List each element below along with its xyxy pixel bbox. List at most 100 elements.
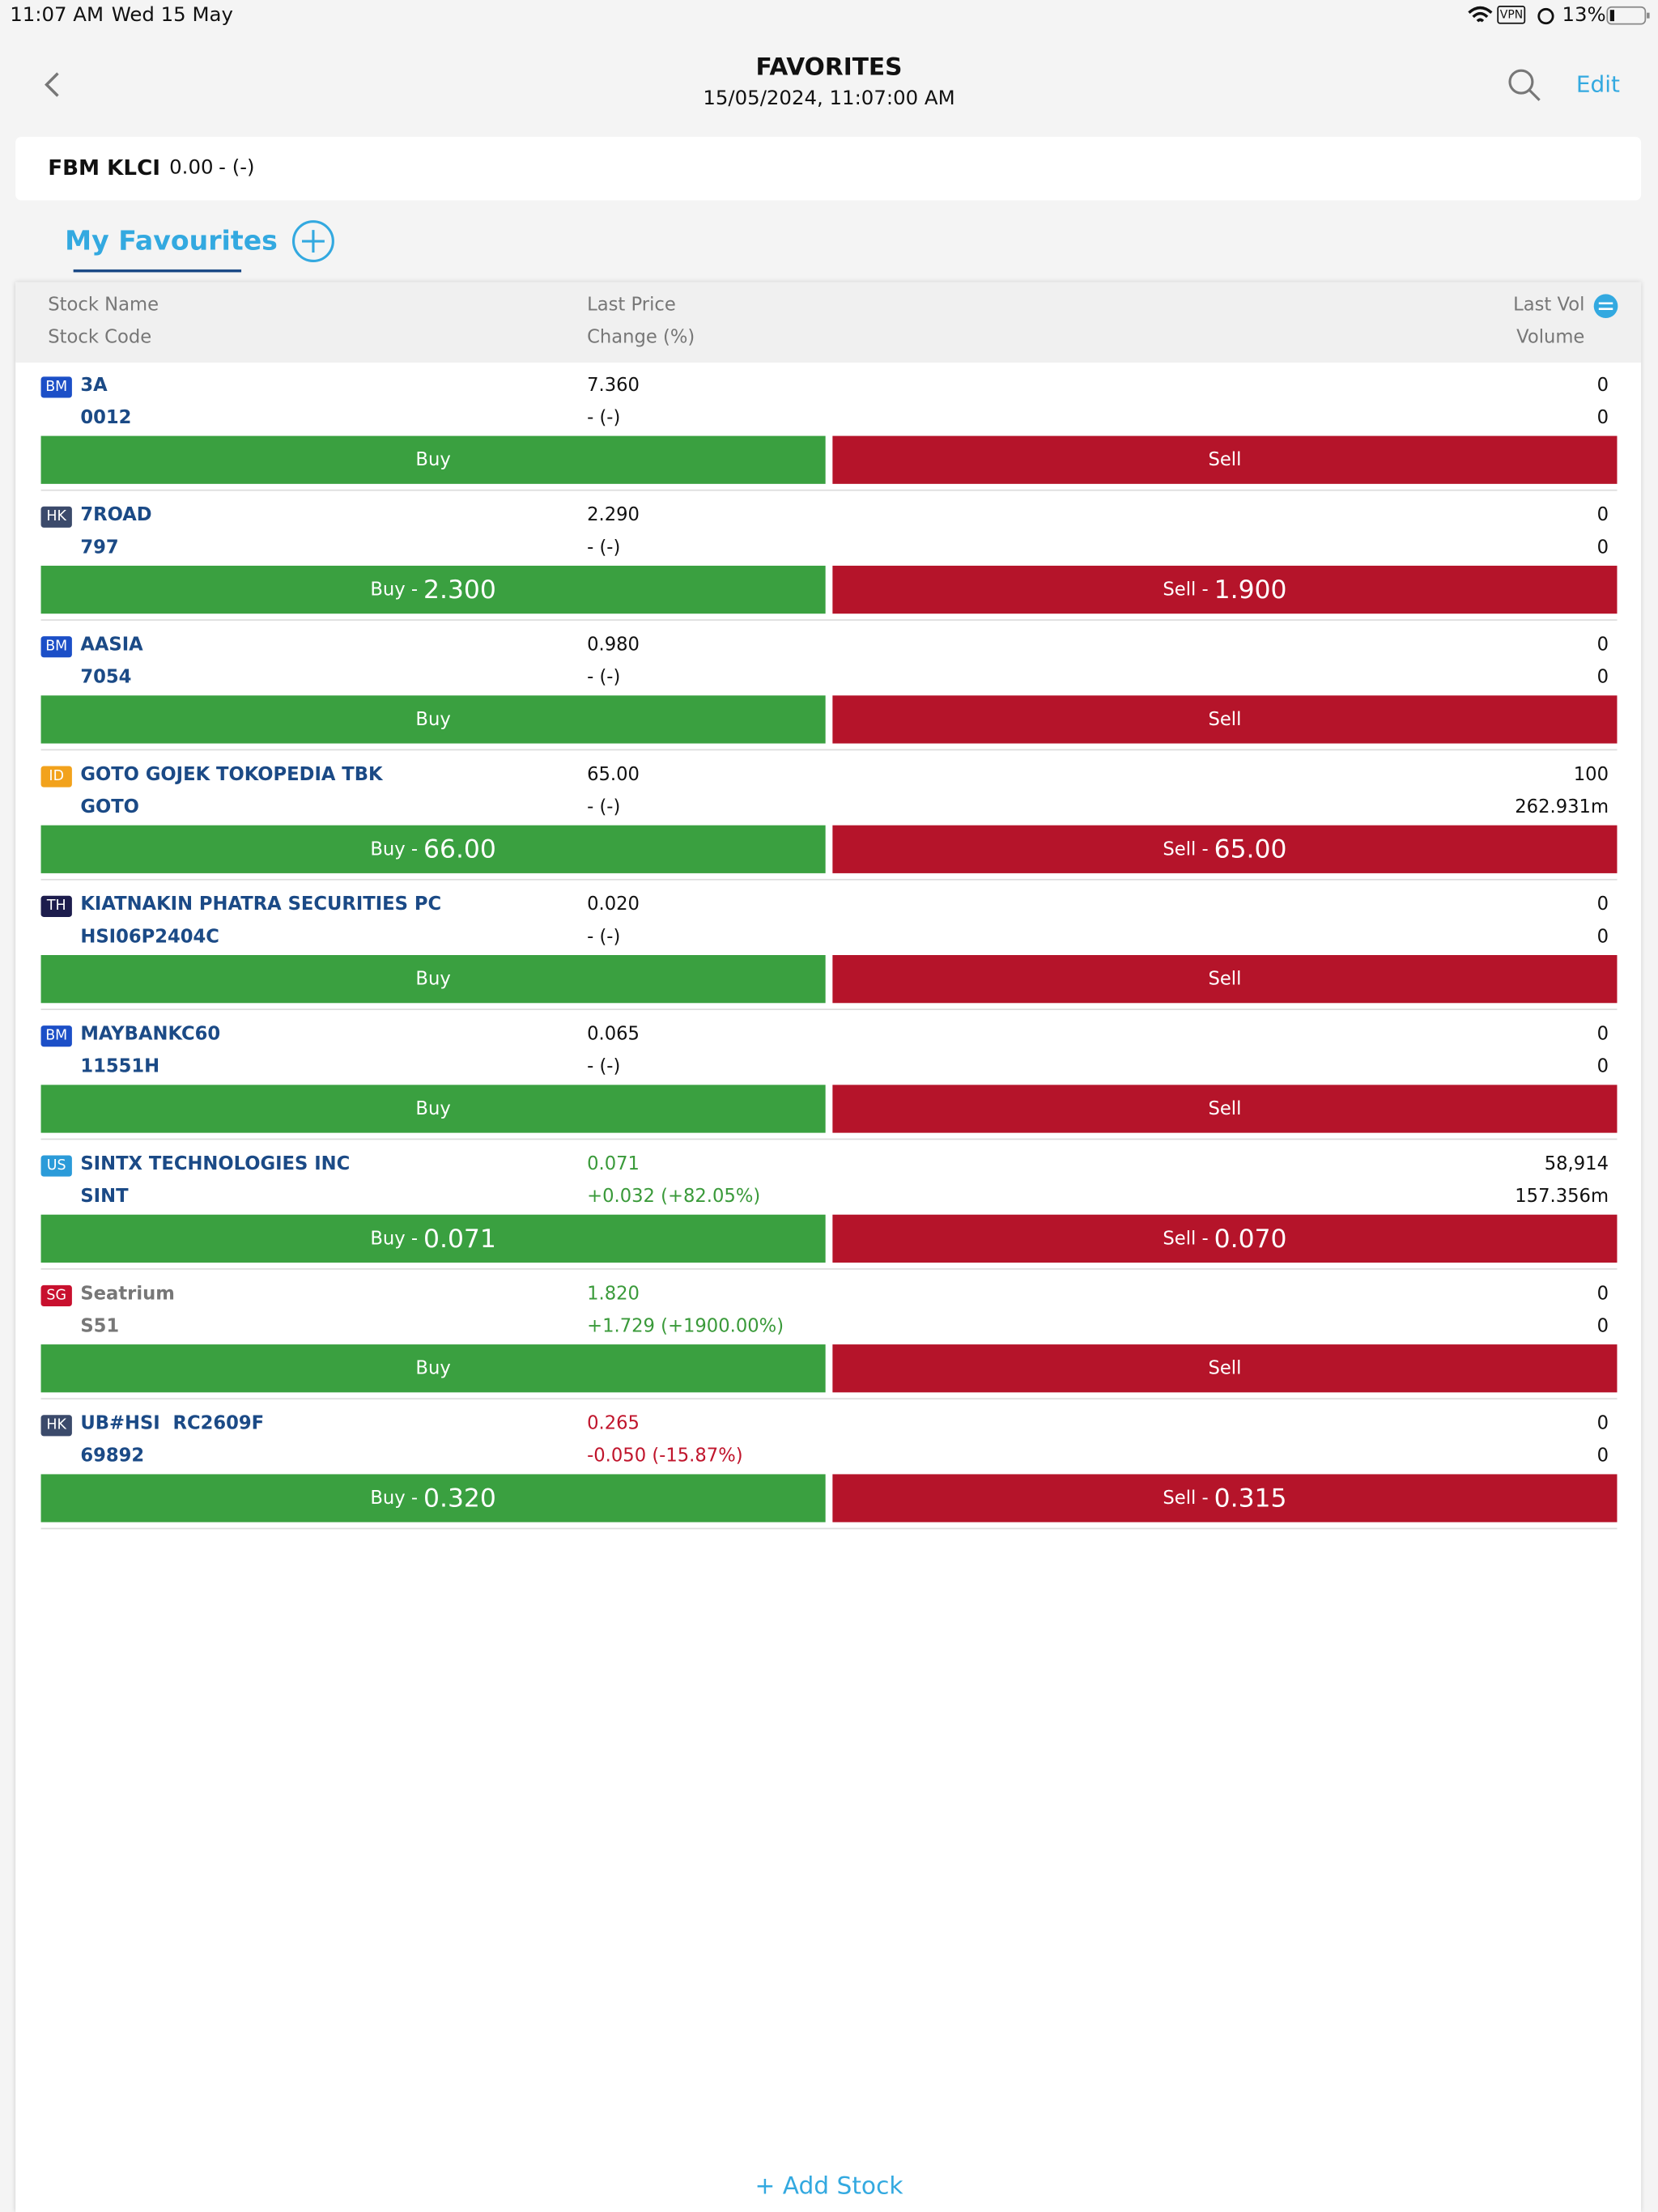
change: - (-) bbox=[587, 796, 621, 818]
change: - (-) bbox=[587, 407, 621, 429]
buy-label: Buy bbox=[415, 968, 451, 990]
stock-row[interactable]: HK UB#HSI RC2609F 69892 0.265 -0.050 (-15.87… bbox=[0, 1401, 1658, 1531]
stock-name: MAYBANKC60 bbox=[80, 1024, 221, 1046]
stock-code: 797 bbox=[80, 537, 119, 559]
col-code: Stock Code bbox=[48, 327, 152, 349]
index-name: FBM KLCI bbox=[48, 155, 161, 181]
stock-row[interactable]: TH KIATNAKIN PHATRA SECURITIES PC HSI06P24… bbox=[0, 881, 1658, 1011]
stock-name: UB#HSI RC2609F bbox=[80, 1413, 265, 1435]
last-vol: 0 bbox=[1596, 635, 1609, 656]
sort-toggle[interactable] bbox=[1593, 294, 1618, 319]
volume: 0 bbox=[1596, 927, 1609, 949]
sell-button[interactable]: Sell -1.900 bbox=[832, 565, 1618, 614]
exchange-badge: SG bbox=[40, 1284, 72, 1307]
buy-button[interactable]: Buy bbox=[40, 1085, 826, 1133]
stock-row[interactable]: HK 7ROAD 797 2.290- (-) 0 0 Buy -2.300 Sell -1.… bbox=[0, 492, 1658, 622]
last-price: 0.020 bbox=[587, 894, 640, 916]
last-vol: 58,914 bbox=[1544, 1153, 1609, 1175]
buy-price: 66.00 bbox=[423, 834, 496, 864]
index-value: 0.00 bbox=[169, 156, 214, 180]
sell-price: 65.00 bbox=[1214, 834, 1287, 864]
sell-label: Sell bbox=[1208, 1357, 1242, 1379]
row-separator bbox=[40, 878, 1618, 881]
last-price: 1.820 bbox=[587, 1284, 640, 1306]
sell-label: Sell bbox=[1208, 708, 1242, 731]
header-subtitle: 15/05/2024, 11:07:00 AM bbox=[703, 87, 955, 110]
stock-row[interactable]: ID GOTO GOJEK TOKOPEDIA TBK GOTO 65.00 - (-)… bbox=[0, 752, 1658, 881]
stock-row[interactable]: BM AASIA 7054 0.980 - (-) 0 0 Buy Sell bbox=[0, 622, 1658, 752]
sell-label: Sell - bbox=[1163, 579, 1209, 601]
change: -0.050 (-15.87%) bbox=[587, 1446, 743, 1467]
time: 11:07 AM bbox=[10, 4, 104, 28]
stock-name: AASIA bbox=[80, 635, 143, 656]
sell-button[interactable]: Sell bbox=[832, 695, 1618, 744]
sell-button[interactable]: Sell -0.070 bbox=[832, 1214, 1618, 1263]
add-tab-button[interactable] bbox=[291, 220, 334, 263]
last-price: 0.265 bbox=[587, 1413, 640, 1435]
buy-button[interactable]: Buy -0.320 bbox=[40, 1474, 826, 1522]
sell-button[interactable]: Sell bbox=[832, 1085, 1618, 1133]
tab[interactable]: My Favourites bbox=[65, 225, 278, 257]
buy-label: Buy bbox=[415, 708, 451, 731]
sell-button[interactable]: Sell bbox=[832, 435, 1618, 484]
last-price: 7.360 bbox=[587, 375, 640, 397]
buy-label: Buy bbox=[415, 449, 451, 471]
exchange-badge: HK bbox=[40, 1415, 72, 1437]
last-vol: 0 bbox=[1596, 894, 1609, 916]
buy-button[interactable]: Buy bbox=[40, 695, 826, 744]
sell-price: 1.900 bbox=[1214, 575, 1287, 605]
sell-button[interactable]: Sell -0.315 bbox=[832, 1474, 1618, 1522]
stock-code: GOTO bbox=[80, 796, 139, 818]
last-price: 0.065 bbox=[587, 1024, 640, 1046]
buy-button[interactable]: Buy bbox=[40, 435, 826, 484]
stock-row[interactable]: SG Seatrium S51 1.820 +1.729 (+1900.00%) 0 0 Bu… bbox=[0, 1271, 1658, 1400]
buy-label: Buy - bbox=[370, 839, 419, 860]
back-button[interactable] bbox=[42, 70, 62, 99]
stock-name: 7ROAD bbox=[80, 504, 152, 527]
buy-label: Buy - bbox=[370, 1487, 419, 1509]
buy-label: Buy - bbox=[370, 1228, 419, 1250]
buy-label: Buy - bbox=[370, 579, 419, 601]
buy-button[interactable]: Buy bbox=[40, 955, 826, 1004]
buy-button[interactable]: Buy -66.00 bbox=[40, 825, 826, 873]
sell-button[interactable]: Sell -65.00 bbox=[832, 825, 1618, 873]
last-price: 2.290 bbox=[587, 504, 640, 527]
add-stock-button[interactable]: + Add Stock bbox=[755, 2172, 903, 2201]
stock-row[interactable]: BM 3A 0012 7.360 - (-) 0 0 Buy Sell bbox=[0, 363, 1658, 492]
change: - (-) bbox=[587, 927, 621, 949]
stock-name: Seatrium bbox=[80, 1284, 175, 1306]
change: - (-) bbox=[587, 1056, 621, 1078]
stock-row[interactable]: BM MAYBANKC60 11551H 0.065 - (-) 0 0 Buy Sell bbox=[0, 1012, 1658, 1141]
index-change: - (-) bbox=[219, 156, 255, 180]
stock-row[interactable]: US SINTX TECHNOLOGIES INC SINT 0.071 +0.032 … bbox=[0, 1141, 1658, 1271]
last-vol: 0 bbox=[1596, 375, 1609, 397]
search-button[interactable] bbox=[1507, 68, 1544, 104]
last-price: 0.980 bbox=[587, 635, 640, 656]
last-vol: 0 bbox=[1596, 1413, 1609, 1435]
last-price: 65.00 bbox=[587, 764, 640, 786]
battery-icon bbox=[1606, 6, 1650, 25]
last-vol: 0 bbox=[1596, 504, 1609, 527]
buy-button[interactable]: Buy -2.300 bbox=[40, 565, 826, 614]
last-vol: 0 bbox=[1596, 1024, 1609, 1046]
row-separator bbox=[40, 1008, 1618, 1010]
stock-code: 7054 bbox=[80, 667, 132, 689]
col-last-vol: Last Vol bbox=[1513, 295, 1585, 316]
sell-button[interactable]: Sell bbox=[832, 1344, 1618, 1393]
table-header bbox=[15, 282, 1642, 363]
stock-code: SINT bbox=[80, 1186, 129, 1208]
buy-button[interactable]: Buy -0.071 bbox=[40, 1214, 826, 1263]
volume: 0 bbox=[1596, 667, 1609, 689]
edit-button[interactable]: Edit bbox=[1575, 70, 1620, 98]
date: Wed 15 May bbox=[111, 4, 233, 28]
sell-button[interactable]: Sell bbox=[832, 955, 1618, 1004]
vpn-badge: VPN bbox=[1497, 5, 1526, 24]
buy-button[interactable]: Buy bbox=[40, 1344, 826, 1393]
exchange-badge: US bbox=[40, 1155, 72, 1177]
row-separator bbox=[40, 1267, 1618, 1270]
change: - (-) bbox=[587, 667, 621, 689]
sell-price: 0.315 bbox=[1214, 1483, 1287, 1514]
stock-code: HSI06P2404C bbox=[80, 927, 219, 949]
